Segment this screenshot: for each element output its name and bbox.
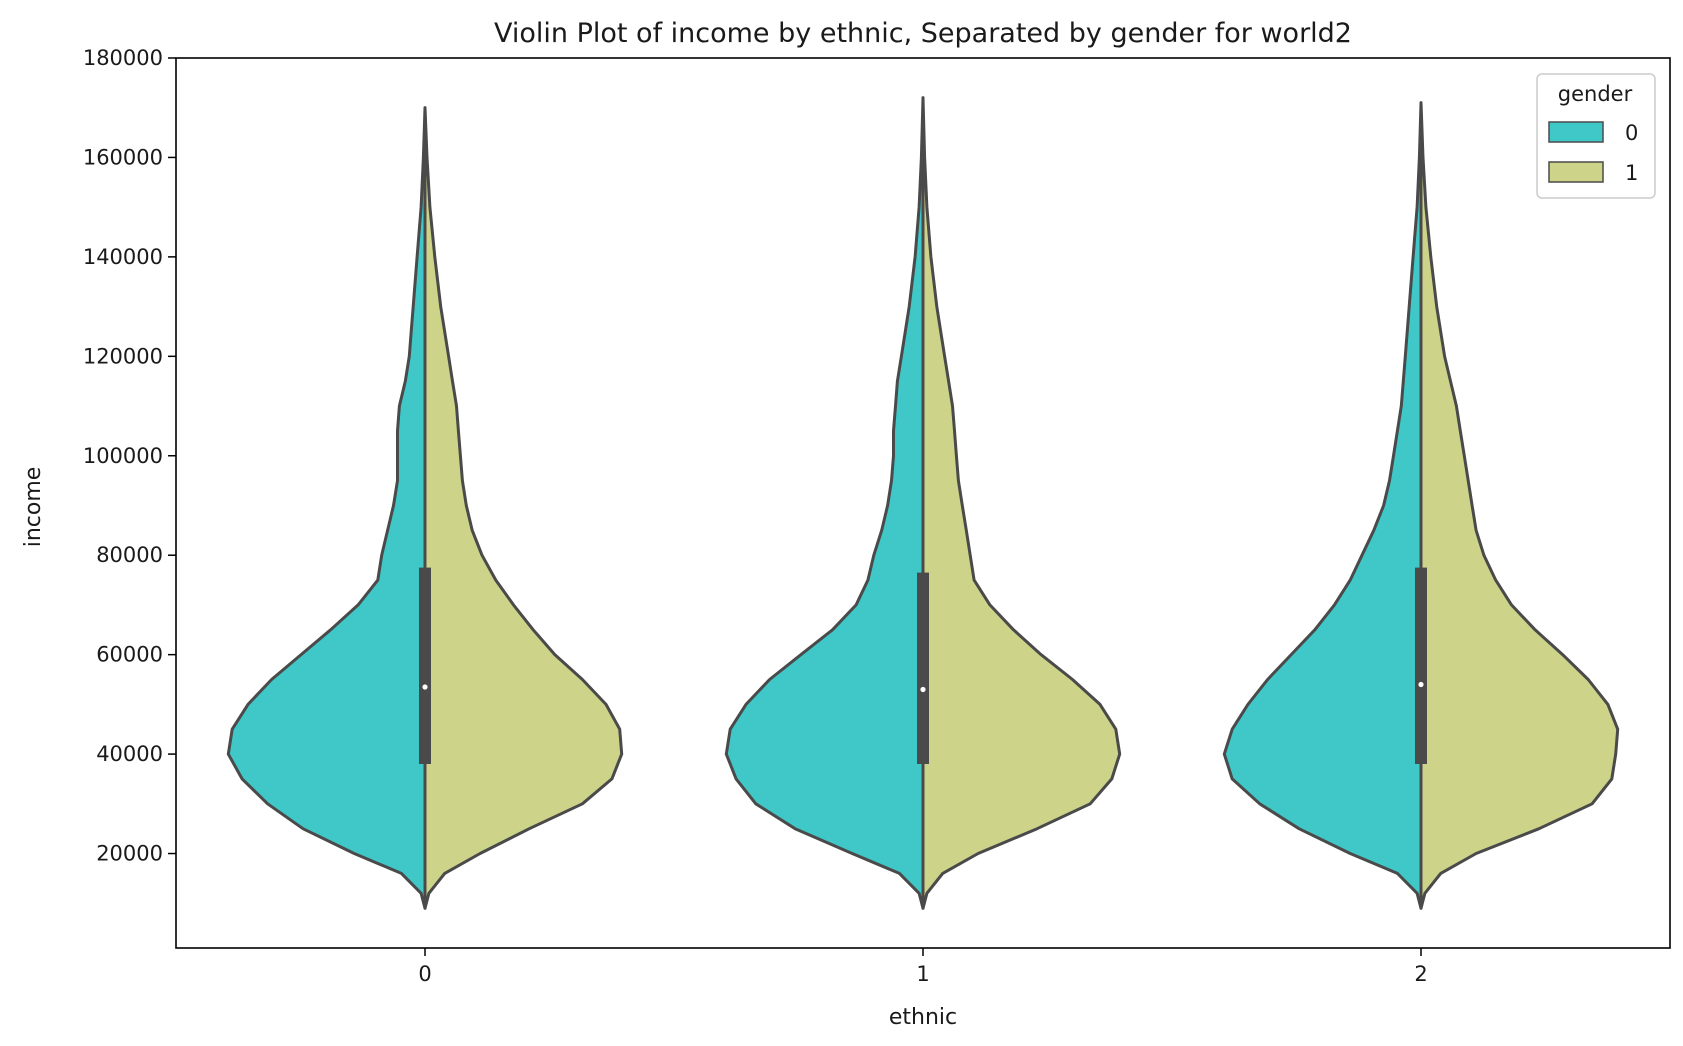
chart-title: Violin Plot of income by ethnic, Separat… (494, 18, 1352, 49)
violin-bodies (226, 96, 1620, 910)
median-marker-ethnic-2 (1418, 681, 1424, 688)
legend-swatch-1 (1548, 161, 1604, 183)
x-axis-label: ethnic (889, 1005, 957, 1030)
y-tick-label: 20000 (96, 842, 163, 866)
x-axis: 0 1 2 (418, 948, 1428, 986)
legend-title: gender (1558, 82, 1633, 106)
median-marker-ethnic-0 (422, 684, 428, 690)
violin-half-gender-0-ethnic-1 (724, 96, 925, 910)
legend: gender 0 1 (1536, 73, 1656, 199)
y-tick-label: 40000 (96, 742, 163, 766)
violin-half-gender-1-ethnic-1 (921, 96, 1122, 910)
y-tick-label: 180000 (83, 46, 163, 70)
y-tick-label: 100000 (83, 444, 163, 468)
inner-box-summaries (419, 567, 1427, 764)
violin-half-gender-1-ethnic-0 (423, 106, 624, 910)
x-tick-label: 1 (916, 962, 929, 986)
violin-half-gender-0-ethnic-2 (1222, 101, 1423, 910)
y-axis: 20000 40000 60000 80000 100000 120000 140000 16… (83, 46, 176, 866)
x-tick-label: 2 (1414, 962, 1427, 986)
y-tick-label: 160000 (83, 145, 163, 169)
iqr-box-ethnic-1 (917, 572, 929, 764)
y-tick-label: 80000 (96, 543, 163, 567)
violin-half-gender-0-ethnic-0 (226, 106, 427, 910)
iqr-box-ethnic-2 (1415, 567, 1427, 764)
median-marker-ethnic-1 (920, 686, 926, 693)
legend-swatch-0 (1548, 121, 1604, 143)
legend-label-1: 1 (1625, 161, 1638, 185)
y-tick-label: 120000 (83, 344, 163, 368)
x-tick-label: 0 (418, 962, 431, 986)
y-tick-label: 60000 (96, 643, 163, 667)
violin-half-gender-1-ethnic-2 (1419, 101, 1620, 910)
y-tick-label: 140000 (83, 245, 163, 269)
legend-label-0: 0 (1625, 121, 1638, 145)
y-axis-label: income (21, 467, 46, 548)
iqr-box-ethnic-0 (419, 567, 431, 764)
